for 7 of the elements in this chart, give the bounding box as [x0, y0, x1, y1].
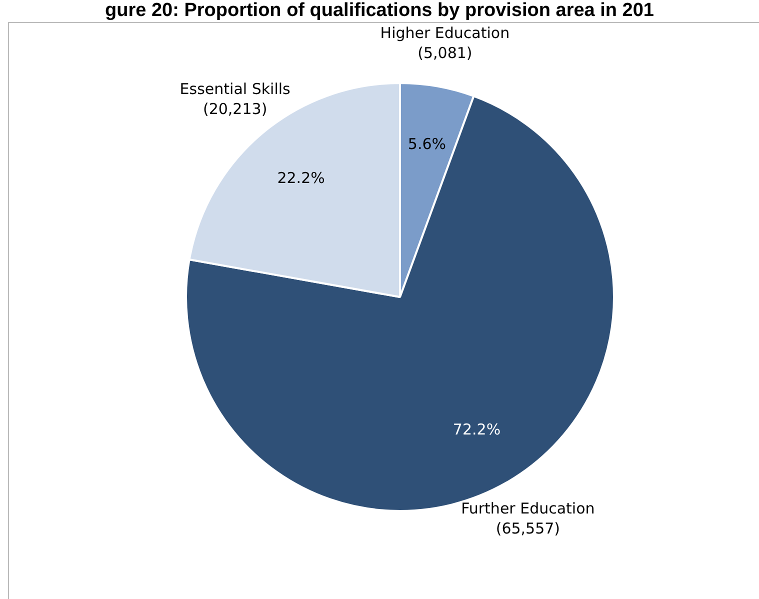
data-label: 22.2% [277, 168, 325, 187]
slice-label: Further Education (65,557) [461, 500, 595, 538]
slice-label: Essential Skills (20,213) [180, 80, 291, 118]
data-label: 5.6% [408, 135, 446, 154]
data-label: 72.2% [452, 420, 501, 438]
chart-title: gure 20: Proportion of qualifications by provision area in 201 [104, 0, 655, 22]
slice-label: Higher Education (5,081) [380, 24, 510, 62]
